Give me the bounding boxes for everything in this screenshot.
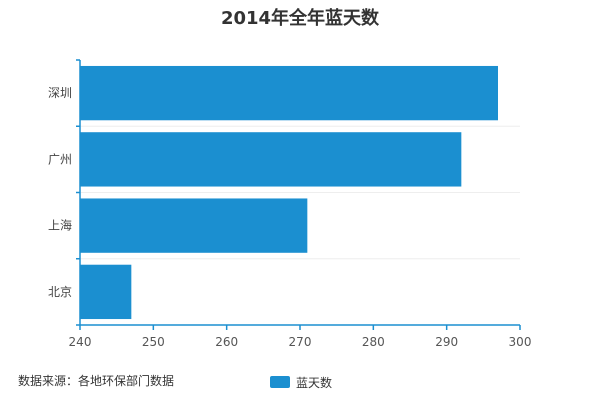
category-label: 深圳 [48, 86, 72, 100]
x-tick-label: 290 [435, 335, 458, 349]
category-label: 上海 [48, 218, 72, 233]
legend-label: 蓝天数 [296, 375, 332, 390]
legend-swatch [270, 376, 290, 388]
x-tick-labels: 240 250 260 270 280 290 300 [69, 335, 532, 349]
bars-group [80, 65, 498, 320]
x-tick-label: 260 [215, 335, 238, 349]
bar-北京 [80, 264, 132, 320]
x-tick-label: 240 [69, 335, 92, 349]
axes-group [76, 59, 521, 330]
x-tick-label: 270 [289, 335, 312, 349]
bar-深圳 [80, 65, 498, 121]
category-label: 广州 [48, 152, 72, 166]
bar-上海 [80, 198, 308, 253]
bar-广州 [80, 132, 462, 187]
x-tick-label: 280 [362, 335, 385, 349]
x-tick-label: 300 [509, 335, 532, 349]
x-tick-label: 250 [142, 335, 165, 349]
chart-title: 2014年全年蓝天数 [221, 7, 380, 29]
source-note: 数据来源：各地环保部门数据 [18, 373, 174, 388]
legend: 蓝天数 [270, 375, 332, 390]
category-label: 北京 [48, 285, 72, 299]
